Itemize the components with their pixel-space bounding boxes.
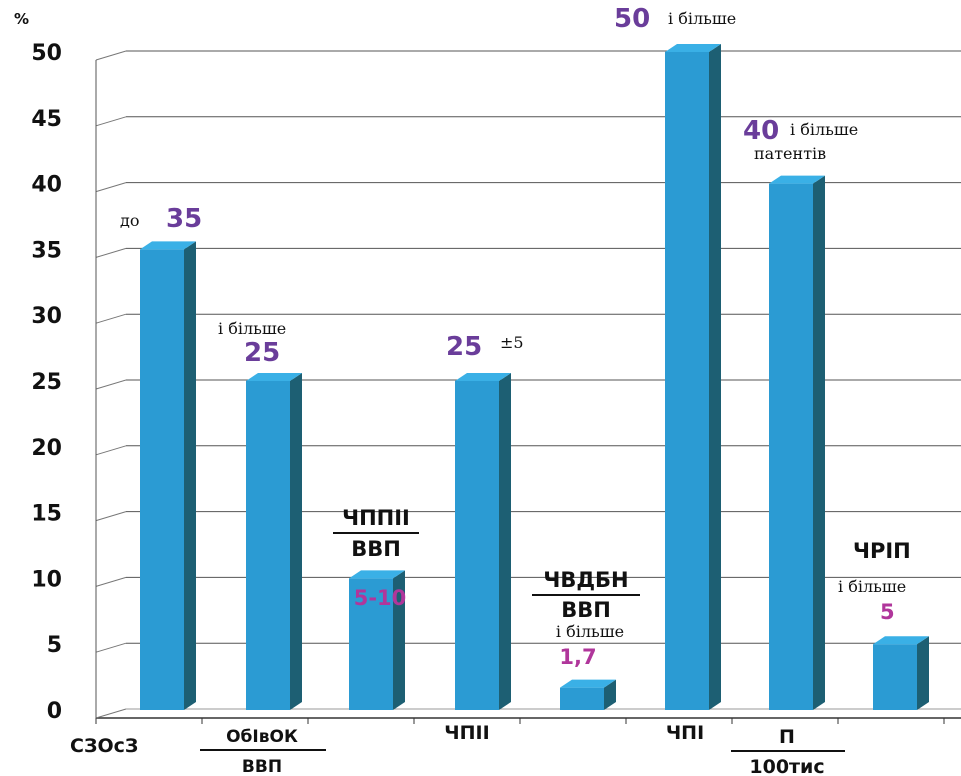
y-tick-10: 10 [31, 567, 62, 592]
bar-side [604, 679, 616, 710]
y-tick-40: 40 [31, 173, 62, 198]
grid-diag-7 [95, 247, 127, 258]
bar-top [246, 373, 302, 381]
bar-front [665, 52, 709, 710]
grid-diag-6 [95, 313, 127, 324]
bar-top [349, 570, 405, 579]
bar-side [917, 636, 929, 710]
bar-5 [560, 679, 616, 710]
bar-title-5-denominator: ВВП [561, 598, 611, 622]
bar-side [184, 241, 196, 710]
category-label-7-denominator: 100тис [749, 756, 824, 776]
y-axis-ticks: 0 5 10 15 20 25 30 35 40 45 50 [31, 41, 62, 724]
y-tick-35: 35 [31, 238, 62, 263]
value-note-7: патентів [754, 144, 826, 163]
bar-front [349, 578, 393, 710]
grid-diag-3 [95, 511, 127, 522]
grid-diag-9 [95, 116, 127, 127]
bar-top [769, 175, 825, 184]
bar-side [393, 570, 405, 710]
bars [140, 44, 929, 711]
value-note-2: і більше [218, 319, 286, 338]
category-label-4: ЧПІІ [444, 722, 489, 744]
grid-diag-8 [95, 182, 127, 193]
category-label-1: СЗОсЗ [70, 735, 138, 757]
y-tick-45: 45 [31, 107, 62, 132]
bar-front [873, 644, 917, 710]
bar-8 [873, 636, 929, 710]
value-suffix-6: і більше [668, 9, 736, 28]
grid-diag-5 [95, 379, 127, 390]
category-label-2-numerator: ОбІвОК [226, 727, 298, 747]
bar-side [709, 44, 721, 710]
value-label-3: 5-10 [354, 586, 407, 610]
y-tick-25: 25 [31, 370, 62, 395]
bar-title-5-numerator: ЧВДБН [543, 568, 628, 592]
bar-front [246, 381, 290, 710]
grid-diag-1 [95, 642, 127, 653]
y-tick-5: 5 [47, 633, 62, 658]
y-tick-50: 50 [31, 41, 62, 66]
value-note-8: і більше [838, 577, 906, 596]
grid-diag-10 [95, 50, 127, 61]
value-prefix-1: до [120, 211, 139, 230]
grid-diag-2 [95, 576, 127, 587]
y-axis-unit-label: % [14, 10, 29, 28]
bar-3 [349, 570, 405, 710]
value-label-6: 50 [614, 4, 650, 34]
bar-top [873, 636, 929, 645]
bar-4 [455, 373, 511, 710]
bar-side [499, 373, 511, 710]
bar-6 [665, 44, 721, 710]
category-label-2-denominator: ВВП [242, 757, 282, 776]
category-labels: СЗОсЗ ОбІвОК ВВП ЧПІІ ЧПІ П 100тис [70, 722, 845, 776]
y-tick-30: 30 [31, 304, 62, 329]
bar-top [455, 373, 511, 381]
bar-7 [769, 175, 825, 711]
bar-side [813, 175, 825, 711]
bar-top [140, 241, 196, 250]
bar-top [665, 44, 721, 52]
value-label-1: 35 [166, 204, 202, 234]
value-suffix-4: ±5 [500, 333, 524, 352]
bar-2 [246, 373, 302, 710]
value-label-5: 1,7 [559, 645, 596, 669]
bar-title-3-denominator: ВВП [351, 537, 401, 561]
category-label-6: ЧПІ [666, 722, 704, 744]
bar-front [769, 183, 813, 711]
grid-lines [95, 50, 961, 718]
bar-title-8: ЧРІП [853, 539, 911, 563]
bar-top [560, 679, 616, 688]
value-label-4: 25 [446, 332, 482, 362]
value-suffix-7: і більше [790, 120, 858, 139]
value-note-5: і більше [556, 622, 624, 641]
bar-front [455, 381, 499, 710]
floor-side-edge [95, 708, 127, 719]
y-tick-15: 15 [31, 502, 62, 527]
value-label-2: 25 [244, 338, 280, 368]
value-label-8: 5 [880, 600, 895, 624]
y-tick-0: 0 [47, 699, 62, 724]
bar-side [290, 373, 302, 710]
bar-front [140, 249, 184, 710]
bar-title-3-numerator: ЧППІІ [342, 506, 410, 530]
category-label-7-numerator: П [779, 726, 795, 748]
value-label-7: 40 [743, 116, 779, 146]
bar-front [560, 687, 604, 710]
bar-1 [140, 241, 196, 710]
grid-diag-4 [95, 445, 127, 456]
y-tick-20: 20 [31, 436, 62, 461]
chart-floor [95, 708, 961, 724]
